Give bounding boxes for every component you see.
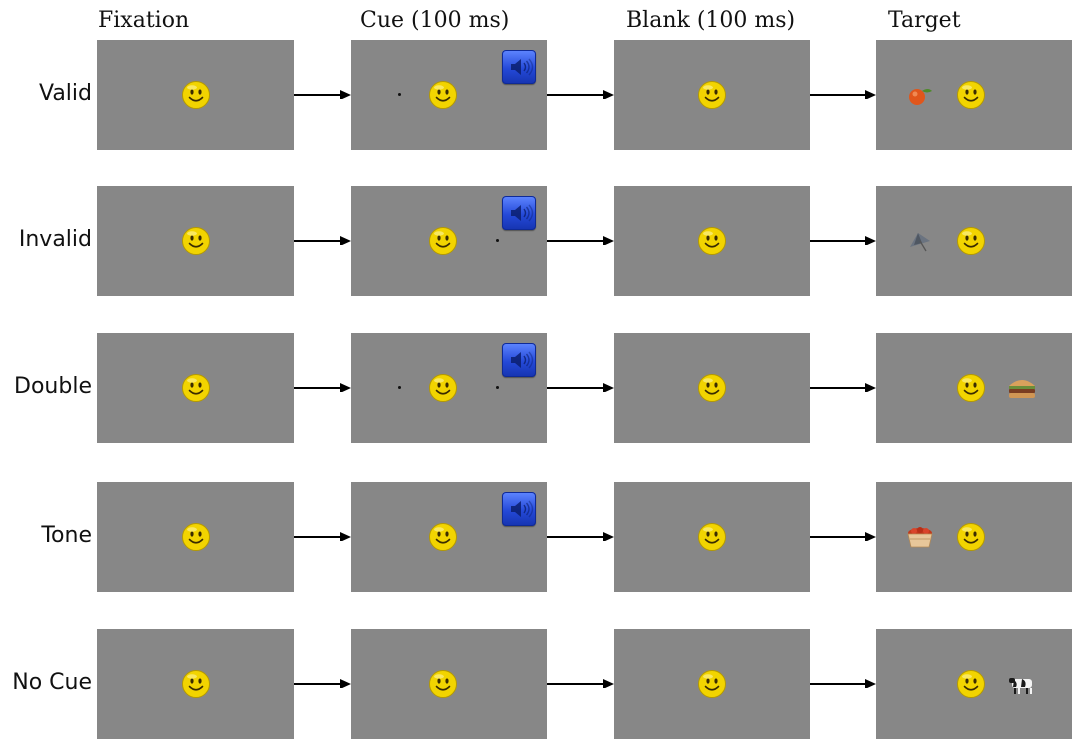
cue-screen (351, 482, 547, 592)
flow-arrow (810, 236, 876, 245)
flow-arrow (294, 383, 351, 392)
target-screen (876, 333, 1072, 443)
blank-screen (614, 186, 810, 296)
cue-screen (351, 629, 547, 739)
flow-arrow (810, 90, 876, 99)
row-label: Double (14, 374, 92, 399)
smiley-face-icon (429, 81, 457, 109)
smiley-face-icon (429, 670, 457, 698)
flow-arrow (294, 236, 351, 245)
flow-arrow (547, 383, 614, 392)
smiley-face-icon (957, 523, 985, 551)
column-header-blank: Blank (100 ms) (626, 8, 796, 33)
flow-arrow (547, 236, 614, 245)
orange-fruit-icon (909, 89, 932, 105)
fruit-basket-icon (907, 527, 933, 548)
blank-screen (614, 40, 810, 150)
smiley-face-icon (957, 81, 985, 109)
flow-arrow (294, 679, 351, 688)
cue-dot-right (496, 239, 499, 242)
column-header-cue: Cue (100 ms) (360, 8, 510, 33)
smiley-face-icon (698, 227, 726, 255)
cue-screen (351, 333, 547, 443)
target-screen (876, 629, 1072, 739)
smiley-face-icon (957, 374, 985, 402)
flow-arrow (294, 90, 351, 99)
cue-dot-left (398, 386, 401, 389)
hamburger-icon (1009, 380, 1035, 398)
fixation-screen (97, 40, 294, 150)
cue-screen (351, 40, 547, 150)
row-label: Tone (41, 523, 92, 548)
row-label: No Cue (12, 670, 92, 695)
blank-screen (614, 629, 810, 739)
smiley-face-icon (698, 81, 726, 109)
smiley-face-icon (957, 227, 985, 255)
smiley-face-icon (181, 374, 210, 402)
cue-screen (351, 186, 547, 296)
flow-arrow (810, 532, 876, 541)
fixation-screen (97, 629, 294, 739)
speaker-icon (502, 492, 536, 526)
blank-screen (614, 482, 810, 592)
smiley-face-icon (698, 523, 726, 551)
smiley-face-icon (181, 227, 210, 255)
cow-icon (1009, 678, 1032, 694)
row-label: Valid (38, 81, 92, 106)
cue-dot-right (496, 386, 499, 389)
row-label: Invalid (18, 227, 92, 252)
flow-arrow (294, 532, 351, 541)
smiley-face-icon (429, 523, 457, 551)
flow-arrow (810, 383, 876, 392)
smiley-face-icon (698, 374, 726, 402)
blank-screen (614, 333, 810, 443)
speaker-icon (502, 50, 536, 84)
target-screen (876, 40, 1072, 150)
column-header-fixation: Fixation (98, 8, 190, 33)
flow-arrow (547, 532, 614, 541)
fixation-screen (97, 333, 294, 443)
flow-arrow (547, 679, 614, 688)
flow-arrow (547, 90, 614, 99)
smiley-face-icon (181, 670, 210, 698)
smiley-face-icon (957, 670, 985, 698)
speaker-icon (502, 196, 536, 230)
smiley-face-icon (429, 227, 457, 255)
speaker-icon (502, 343, 536, 377)
target-screen (876, 186, 1072, 296)
smiley-face-icon (429, 374, 457, 402)
smiley-face-icon (698, 670, 726, 698)
fixation-screen (97, 482, 294, 592)
column-header-target: Target (888, 8, 961, 33)
umbrella-icon (910, 233, 930, 252)
flow-arrow (810, 679, 876, 688)
smiley-face-icon (181, 81, 210, 109)
cue-dot-left (398, 93, 401, 96)
smiley-face-icon (181, 523, 210, 551)
target-screen (876, 482, 1072, 592)
fixation-screen (97, 186, 294, 296)
